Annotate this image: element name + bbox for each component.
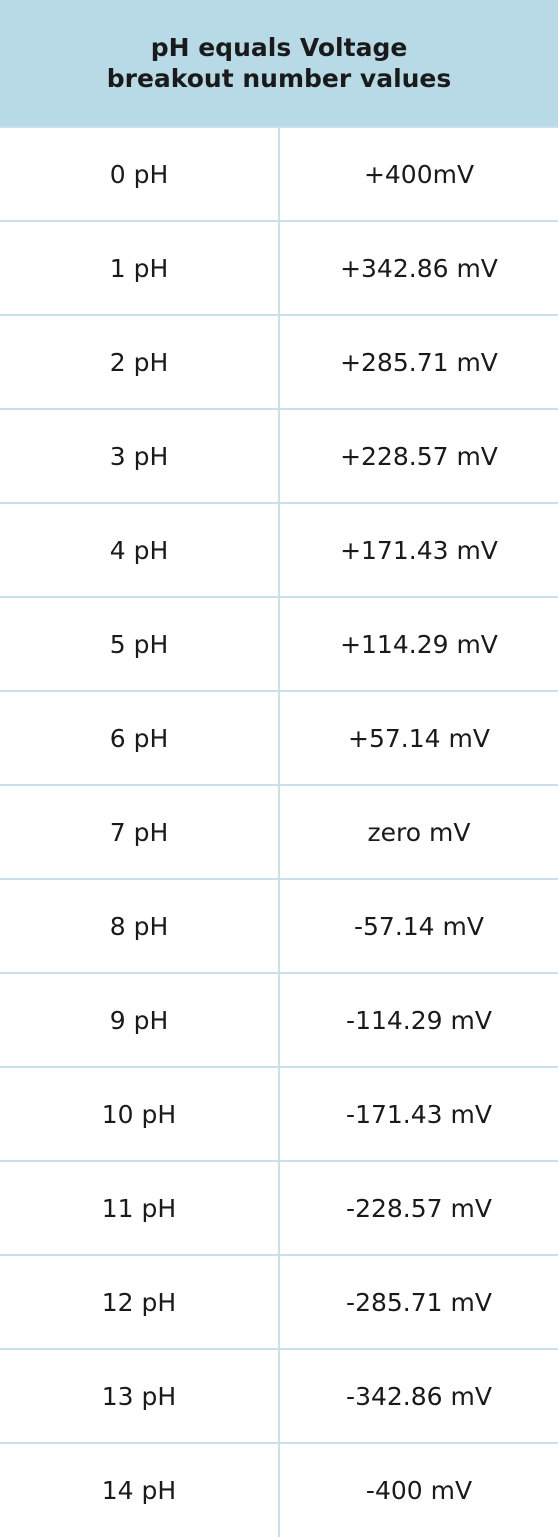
ph-cell: 9 pH — [0, 972, 280, 1067]
voltage-cell: -171.43 mV — [279, 1066, 558, 1161]
table-title-line-2: breakout number values — [106, 64, 452, 93]
ph-cell: 4 pH — [0, 502, 280, 597]
table-title: pH equals Voltage breakout number values — [0, 0, 558, 127]
ph-cell: 2 pH — [0, 314, 280, 409]
table-row: 11 pH -228.57 mV — [0, 1160, 558, 1255]
table-title-line-1: pH equals Voltage — [150, 33, 408, 62]
ph-cell: 14 pH — [0, 1442, 280, 1537]
voltage-cell: +171.43 mV — [279, 502, 558, 597]
voltage-cell: -400 mV — [279, 1442, 558, 1537]
ph-cell: 11 pH — [0, 1160, 280, 1255]
voltage-cell: +114.29 mV — [279, 596, 558, 691]
table-row: 13 pH -342.86 mV — [0, 1348, 558, 1443]
voltage-cell: +342.86 mV — [279, 220, 558, 315]
ph-cell: 8 pH — [0, 878, 280, 973]
table-row: 14 pH -400 mV — [0, 1442, 558, 1537]
ph-cell: 1 pH — [0, 220, 280, 315]
ph-cell: 7 pH — [0, 784, 280, 879]
voltage-cell: zero mV — [279, 784, 558, 879]
ph-cell: 10 pH — [0, 1066, 280, 1161]
ph-cell: 5 pH — [0, 596, 280, 691]
ph-cell: 13 pH — [0, 1348, 280, 1443]
voltage-cell: -285.71 mV — [279, 1254, 558, 1349]
voltage-cell: +228.57 mV — [279, 408, 558, 503]
ph-cell: 0 pH — [0, 126, 280, 221]
table-row: 5 pH +114.29 mV — [0, 596, 558, 691]
voltage-cell: -57.14 mV — [279, 878, 558, 973]
table-row: 10 pH -171.43 mV — [0, 1066, 558, 1161]
voltage-cell: -114.29 mV — [279, 972, 558, 1067]
ph-cell: 3 pH — [0, 408, 280, 503]
voltage-cell: +400mV — [279, 126, 558, 221]
ph-cell: 6 pH — [0, 690, 280, 785]
table-row: 7 pH zero mV — [0, 784, 558, 879]
table-row: 1 pH +342.86 mV — [0, 220, 558, 315]
table-row: 0 pH +400mV — [0, 126, 558, 221]
voltage-cell: -228.57 mV — [279, 1160, 558, 1255]
table-row: 9 pH -114.29 mV — [0, 972, 558, 1067]
header-row: pH equals Voltage breakout number values — [0, 0, 558, 127]
table-row: 6 pH +57.14 mV — [0, 690, 558, 785]
table-row: 3 pH +228.57 mV — [0, 408, 558, 503]
table-row: 2 pH +285.71 mV — [0, 314, 558, 409]
table-row: 8 pH -57.14 mV — [0, 878, 558, 973]
table-body: 0 pH +400mV 1 pH +342.86 mV 2 pH +285.71… — [0, 126, 558, 1537]
table-header: pH equals Voltage breakout number values — [0, 0, 558, 127]
table-row: 12 pH -285.71 mV — [0, 1254, 558, 1349]
ph-cell: 12 pH — [0, 1254, 280, 1349]
voltage-cell: +57.14 mV — [279, 690, 558, 785]
table-row: 4 pH +171.43 mV — [0, 502, 558, 597]
voltage-cell: -342.86 mV — [279, 1348, 558, 1443]
voltage-cell: +285.71 mV — [279, 314, 558, 409]
